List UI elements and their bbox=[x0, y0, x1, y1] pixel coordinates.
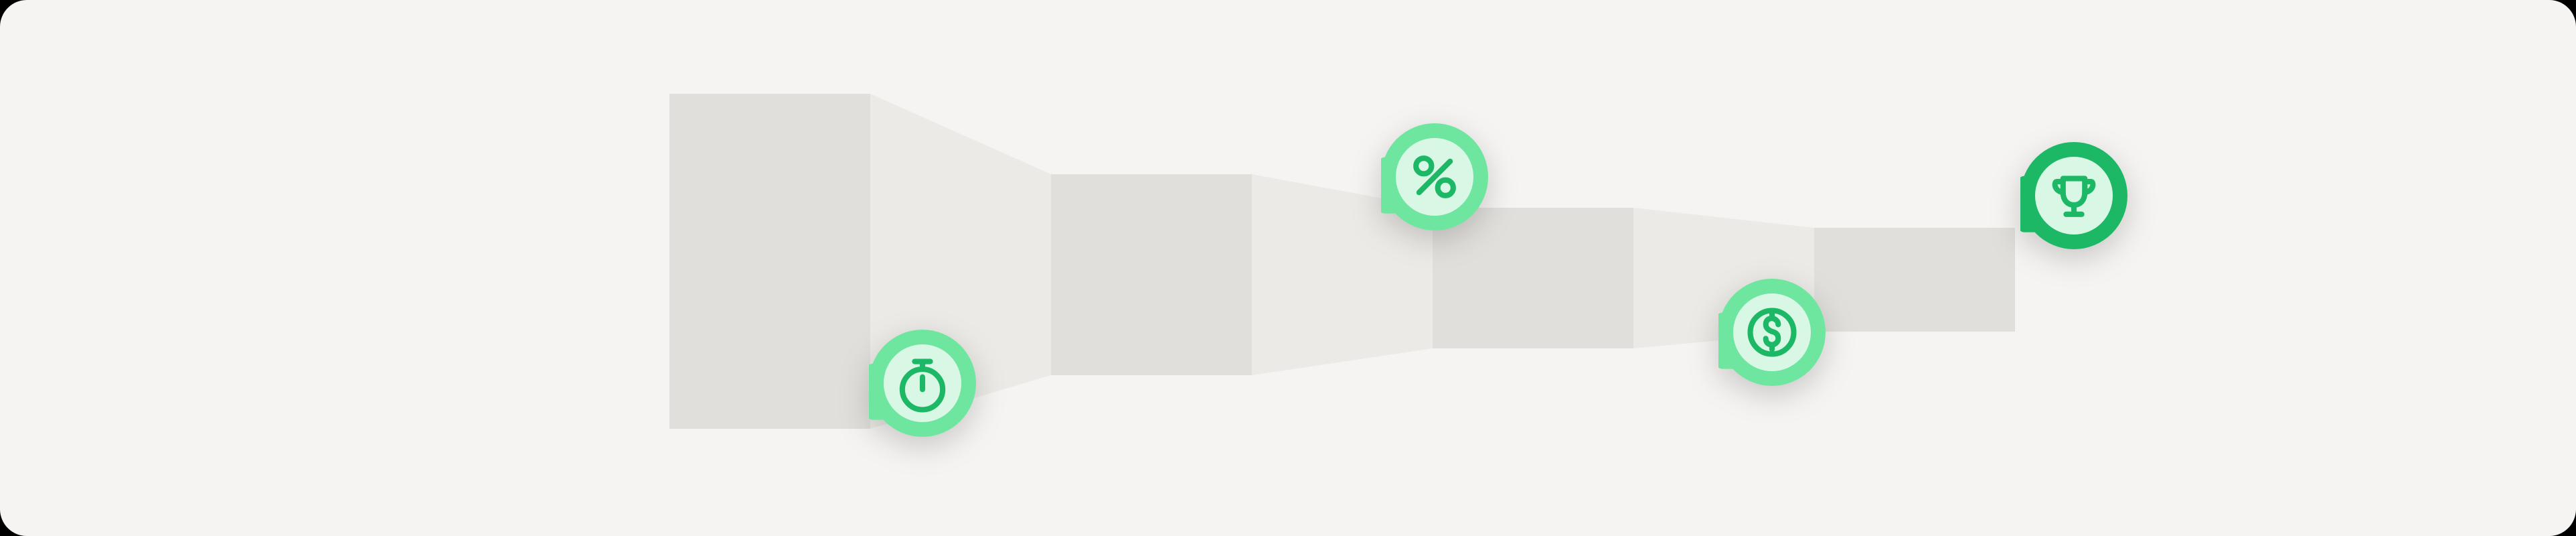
funnel-pin bbox=[1381, 123, 1488, 230]
trophy-icon bbox=[2020, 142, 2127, 249]
dollar-icon bbox=[1718, 279, 1826, 386]
funnel-chart bbox=[0, 0, 2576, 536]
percent-icon bbox=[1381, 123, 1488, 230]
funnel-pin bbox=[2020, 142, 2127, 249]
funnel-pin bbox=[869, 330, 976, 437]
funnel-infographic-card bbox=[0, 0, 2576, 536]
stopwatch-icon bbox=[869, 330, 976, 437]
funnel-pin bbox=[1718, 279, 1826, 386]
